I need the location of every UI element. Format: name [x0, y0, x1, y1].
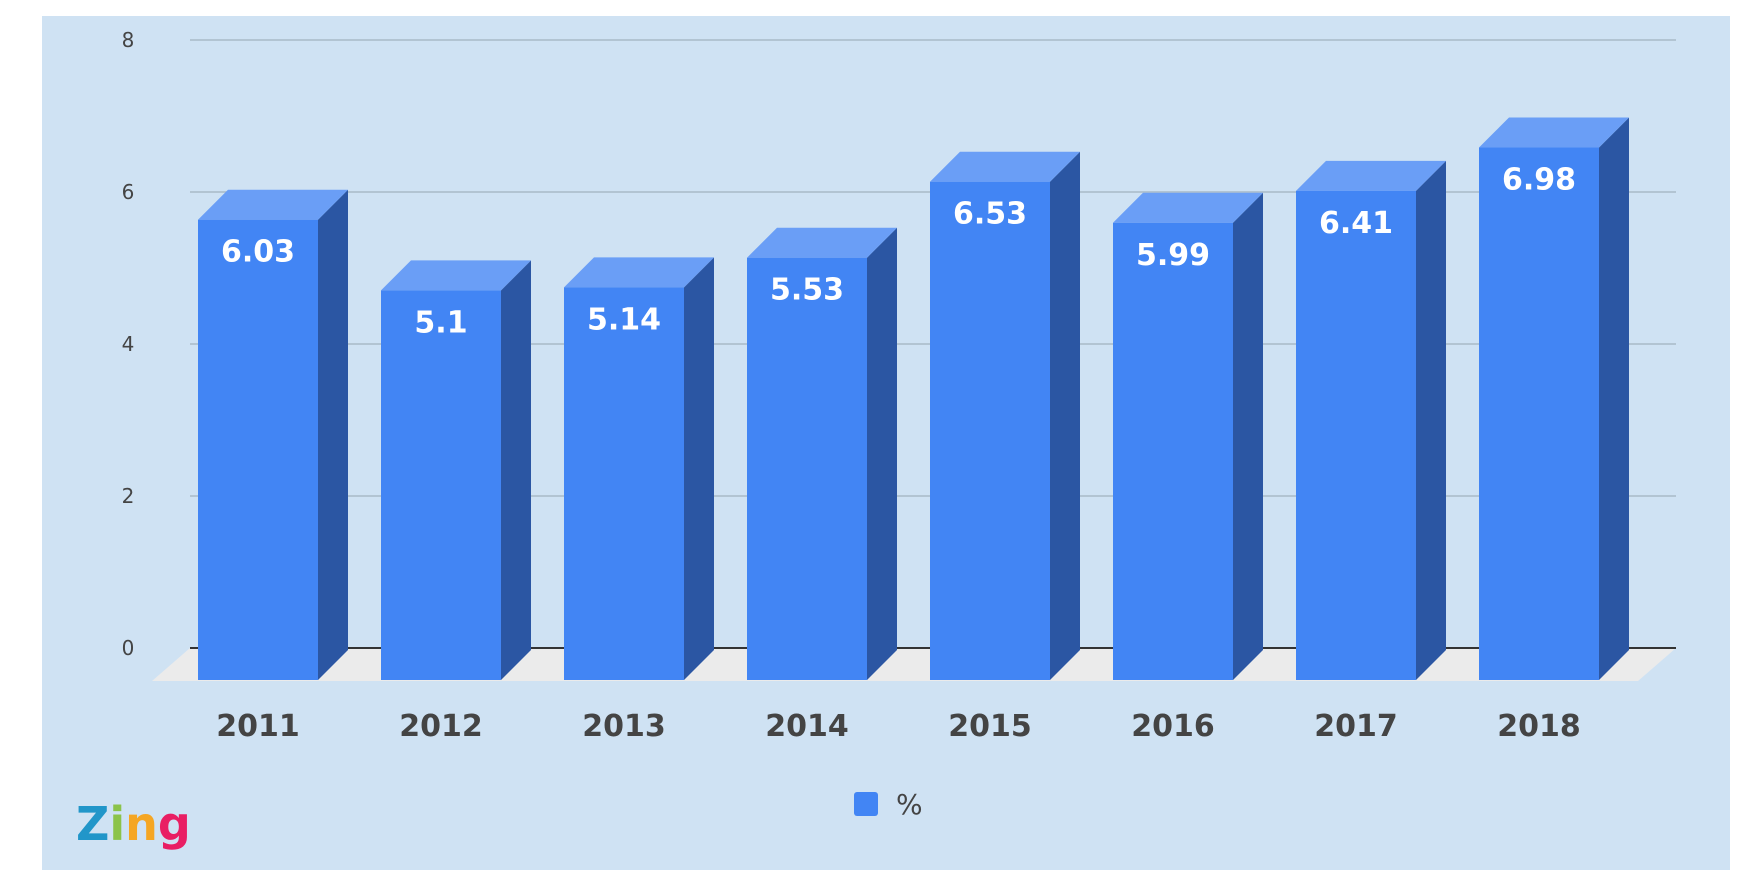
bar-front: [1479, 147, 1599, 680]
logo-letter: g: [158, 797, 191, 851]
bar-front: [381, 290, 501, 680]
legend-label: %: [896, 788, 923, 821]
bar-top: [930, 151, 1080, 182]
x-tick-label: 2012: [399, 709, 483, 744]
data-label: 5.1: [414, 305, 467, 340]
data-label: 5.14: [587, 302, 661, 337]
bar-side: [501, 260, 531, 680]
y-tick-label: 6: [122, 180, 135, 204]
bar-2014: 5.53: [747, 227, 897, 680]
logo-text: Zing: [76, 797, 191, 851]
y-axis-tick-labels: 0 2 4 6 8: [122, 28, 135, 660]
x-tick-label: 2014: [765, 709, 849, 744]
bar-side: [1599, 117, 1629, 680]
chart-floor: [152, 648, 1676, 681]
x-axis-category-labels: 2011 2012 2013 2014 2015 2016 2017 2018: [216, 709, 1581, 744]
bar-front: [1296, 190, 1416, 680]
bar-top: [1296, 160, 1446, 191]
bar-side: [1050, 151, 1080, 681]
bars: 6.03 5.1 5.14 5.53 6.53 5.99 6.41 6.98: [198, 117, 1629, 681]
bar-2016: 5.99: [1113, 192, 1263, 680]
x-tick-label: 2015: [948, 709, 1032, 744]
bar-top: [747, 227, 897, 258]
bar-2018: 6.98: [1479, 117, 1629, 680]
bar-front: [564, 287, 684, 680]
bar-top: [564, 257, 714, 288]
x-tick-label: 2013: [582, 709, 666, 744]
bar-2011: 6.03: [198, 189, 348, 680]
legend-swatch: [854, 792, 878, 816]
logo-letter: n: [125, 797, 158, 851]
logo-letter: i: [109, 797, 125, 851]
logo-letter: Z: [76, 797, 109, 851]
bar-front: [930, 181, 1050, 680]
bar-2017: 6.41: [1296, 160, 1446, 681]
data-label: 6.03: [221, 235, 295, 270]
bar-front: [747, 257, 867, 680]
data-label: 5.99: [1136, 238, 1210, 273]
data-label: 6.53: [953, 197, 1027, 232]
bar-top: [198, 189, 348, 220]
data-label: 6.41: [1319, 206, 1393, 241]
bar-top: [1113, 192, 1263, 223]
bar-side: [684, 257, 714, 680]
x-tick-label: 2011: [216, 709, 300, 744]
zing-logo: Zing: [76, 797, 191, 851]
bar-side: [867, 227, 897, 680]
y-tick-label: 4: [122, 332, 135, 356]
bar-top: [381, 260, 531, 291]
bar-2013: 5.14: [564, 257, 714, 680]
y-tick-label: 0: [122, 636, 135, 660]
x-tick-label: 2017: [1314, 709, 1398, 744]
y-tick-label: 2: [122, 484, 135, 508]
data-label: 6.98: [1502, 163, 1576, 198]
bar-side: [318, 189, 348, 680]
x-tick-label: 2016: [1131, 709, 1215, 744]
bar-side: [1416, 160, 1446, 681]
bar-side: [1233, 192, 1263, 680]
bar-2015: 6.53: [930, 151, 1080, 681]
bar-front: [1113, 222, 1233, 680]
bar-front: [198, 219, 318, 680]
y-tick-label: 8: [122, 28, 135, 52]
bar-top: [1479, 117, 1629, 148]
data-label: 5.53: [770, 273, 844, 308]
legend: %: [854, 788, 923, 821]
x-tick-label: 2018: [1497, 709, 1581, 744]
bar-2012: 5.1: [381, 260, 531, 680]
